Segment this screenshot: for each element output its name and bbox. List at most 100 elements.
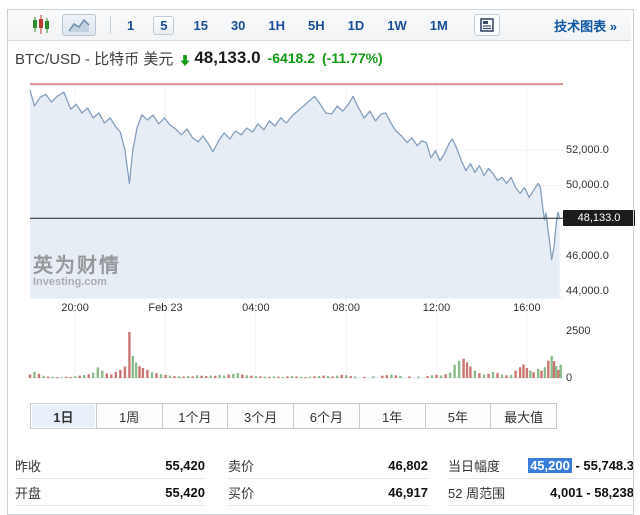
volume-bar: [51, 376, 54, 378]
volume-bar: [532, 372, 535, 378]
volume-bar: [372, 376, 375, 378]
range-tab-5年[interactable]: 5年: [424, 404, 491, 428]
timeframe-1H[interactable]: 1H: [268, 17, 286, 33]
volume-bar: [245, 375, 248, 378]
price-area-fill: [30, 89, 560, 299]
range-tab-1个月[interactable]: 1个月: [161, 404, 228, 428]
volume-bar: [465, 362, 469, 378]
volume-bar: [552, 361, 556, 378]
volume-axis-max-label: 2500: [566, 325, 591, 337]
chart-toolbar: 1 5 15 30 1H 5H 1D 1W 1M 技术图表 »: [8, 10, 631, 41]
stats-column: 当日幅度 45,200 - 55,748.3 52 周范围 4,001 - 58,23…: [448, 452, 634, 506]
volume-bar: [105, 373, 108, 378]
volume-bar: [482, 374, 486, 378]
volume-bar: [119, 369, 122, 378]
timeframe-15[interactable]: 15: [193, 17, 208, 33]
volume-bar: [123, 366, 127, 378]
volume-bar: [290, 375, 294, 378]
volume-bar: [195, 375, 199, 378]
volume-bar: [331, 376, 334, 378]
stats-value: 45,200 - 55,748.3: [528, 457, 634, 473]
volume-bar: [540, 370, 543, 378]
volume-bar: [385, 375, 388, 378]
volume-bar: [241, 374, 244, 378]
price-change: -6418.2: [267, 50, 316, 66]
key-stats-button[interactable]: [473, 14, 500, 36]
range-tab-6个月[interactable]: 6个月: [293, 404, 359, 428]
y-axis-label: 50,000.0: [566, 179, 609, 192]
volume-bar: [159, 374, 163, 378]
timeframe-1[interactable]: 1: [127, 17, 135, 33]
volume-bar: [308, 376, 312, 378]
volume-bar: [164, 374, 167, 378]
y-axis-label: 44,000.0: [566, 284, 609, 297]
range-tab-最大值[interactable]: 最大值: [490, 404, 556, 428]
timeframe-1W[interactable]: 1W: [387, 17, 407, 33]
volume-bar: [254, 376, 257, 378]
volume-bar: [295, 376, 298, 378]
volume-bar: [191, 376, 194, 378]
timeframe-1D[interactable]: 1D: [347, 17, 365, 33]
volume-bar: [435, 374, 438, 378]
volume-bar: [281, 377, 285, 378]
volume-bar: [155, 373, 158, 378]
range-tab-3个月[interactable]: 3个月: [227, 404, 293, 428]
volume-bar: [33, 371, 36, 378]
highlighted-value: 45,200: [528, 457, 572, 473]
timeframe-5H[interactable]: 5H: [308, 17, 325, 33]
volume-bar: [522, 364, 525, 378]
stats-label: 卖价: [228, 458, 255, 474]
volume-bar: [60, 377, 63, 378]
stats-row: 昨收 55,420: [15, 452, 205, 479]
volume-bar: [509, 374, 513, 378]
volume-bar: [134, 362, 138, 378]
timeframe-30[interactable]: 30: [230, 17, 246, 33]
technical-chart-link[interactable]: 技术图表 »: [554, 18, 617, 34]
y-axis-label: 46,000.0: [566, 249, 609, 262]
volume-bar: [381, 375, 384, 378]
range-tab-1周[interactable]: 1周: [95, 404, 162, 428]
range-tab-1年[interactable]: 1年: [358, 404, 425, 428]
stats-value: 46,802: [388, 457, 428, 473]
candlestick-chart-icon[interactable]: [32, 15, 50, 35]
volume-bar: [408, 376, 411, 378]
volume-bar: [205, 376, 208, 378]
volume-bar: [394, 375, 398, 378]
area-chart-button[interactable]: [62, 14, 96, 36]
volume-bar: [505, 375, 508, 378]
x-axis-label: 08:00: [332, 302, 360, 314]
candlestick-icon: [33, 15, 49, 34]
range-tab-1日[interactable]: 1日: [31, 404, 96, 428]
volume-bar: [250, 375, 253, 378]
stats-row: 52 周范围 4,001 - 58,238: [448, 479, 634, 506]
volume-bar: [453, 364, 456, 378]
volume-bar: [272, 376, 276, 378]
volume-bar: [559, 364, 562, 378]
area-chart-icon: [68, 18, 90, 32]
volume-bar: [101, 370, 104, 378]
key-stats-panel-icon: [480, 18, 494, 32]
volume-bar: [426, 376, 429, 378]
volume-bar: [78, 375, 81, 378]
volume-bar: [496, 373, 499, 378]
volume-bar: [313, 376, 316, 378]
x-axis-label: 04:00: [242, 302, 270, 314]
volume-bar: [128, 331, 131, 378]
stats-label: 当日幅度: [448, 458, 501, 474]
volume-bar: [430, 375, 434, 378]
volume-bar: [349, 376, 352, 378]
volume-bar: [326, 376, 330, 378]
volume-bar: [473, 370, 477, 378]
volume-bar: [268, 376, 271, 378]
volume-bar: [69, 377, 72, 378]
timeframe-1M[interactable]: 1M: [429, 17, 448, 33]
volume-bar: [87, 374, 90, 378]
volume-bar: [146, 369, 149, 378]
volume-bar: [340, 374, 343, 378]
volume-bar: [462, 358, 465, 378]
timeframe-5[interactable]: 5: [153, 15, 175, 35]
stats-label: 开盘: [15, 485, 42, 501]
stats-value: 4,001 - 58,238: [550, 484, 634, 500]
volume-bar: [150, 372, 154, 378]
